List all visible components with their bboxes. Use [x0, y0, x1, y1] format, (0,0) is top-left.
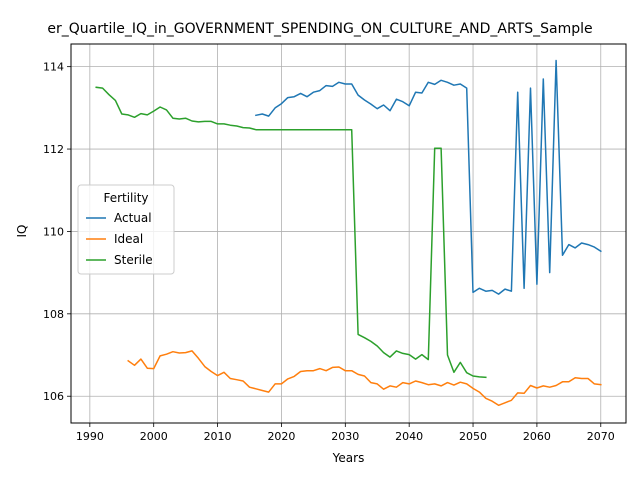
chart-title: er_Quartile_IQ_in_GOVERNMENT_SPENDING_ON…	[47, 21, 592, 37]
legend-label-actual: Actual	[114, 211, 152, 225]
series-line-sterile	[95, 86, 487, 379]
series-line-ideal	[127, 350, 602, 407]
x-tick-label: 2040	[395, 430, 423, 443]
y-tick-label: 106	[43, 390, 64, 403]
y-axis-ticks: 106 108 110 112 114	[43, 61, 71, 403]
y-tick-label: 108	[43, 308, 64, 321]
legend: Fertility Actual Ideal Sterile	[77, 184, 175, 275]
legend-title: Fertility	[103, 191, 148, 205]
legend-items: Actual Ideal Sterile	[86, 211, 153, 267]
x-tick-label: 2010	[204, 430, 232, 443]
x-tick-label: 2000	[140, 430, 168, 443]
x-tick-label: 2050	[459, 430, 487, 443]
legend-box	[77, 184, 175, 275]
legend-label-ideal: Ideal	[114, 232, 143, 246]
x-axis-label: Years	[332, 451, 365, 465]
series-line-actual	[255, 59, 602, 295]
x-tick-label: 2020	[267, 430, 295, 443]
x-tick-label: 2060	[523, 430, 551, 443]
y-tick-label: 114	[43, 61, 64, 74]
x-tick-label: 2070	[587, 430, 615, 443]
y-tick-label: 112	[43, 143, 64, 156]
plot-frame	[70, 43, 627, 424]
x-axis-ticks: 1990 2000 2010 2020 2030 2040 2050 2060 2070	[76, 423, 615, 443]
x-tick-label: 2030	[331, 430, 359, 443]
y-tick-label: 110	[43, 225, 64, 238]
legend-label-sterile: Sterile	[114, 253, 153, 267]
x-tick-label: 1990	[76, 430, 104, 443]
y-axis-label: IQ	[15, 225, 29, 238]
series-lines	[95, 59, 602, 407]
